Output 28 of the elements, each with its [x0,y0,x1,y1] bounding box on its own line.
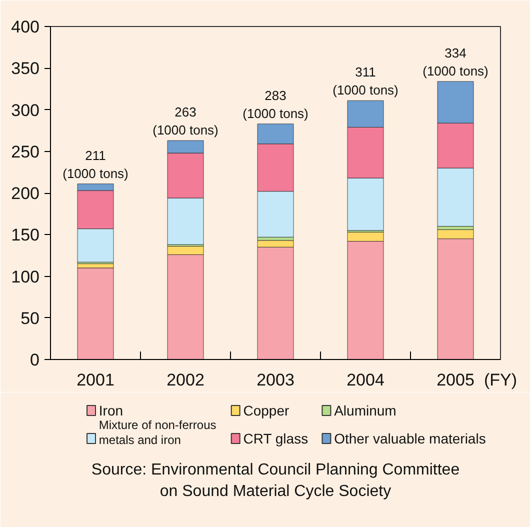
y-tick-label: 150 [11,226,40,245]
total-label: 283 (1000 tons) [242,88,308,121]
y-tick-label: 350 [11,59,40,78]
y-tick-label: 200 [11,184,40,203]
legend-label: Aluminum [334,402,396,418]
x-tick-label: 2003 [256,370,294,390]
total-label: 311 (1000 tons) [332,64,398,98]
y-tick-label: 0 [30,350,40,370]
total-label: 211 (1000 tons) [62,148,128,181]
y-tick-label: 100 [11,267,40,286]
y-tick-label: 50 [20,308,40,328]
source-note: Source: Environmental Council Planning Committee on Sound Material Cycle Society [91,462,460,500]
legend-label: Other valuable materials [334,430,486,446]
x-tick-label: 2005 [436,370,474,390]
x-tick-label: 2002 [166,370,204,390]
x-tick-label: 2004 [346,370,384,390]
y-tick-label: 300 [11,100,40,120]
y-tick-label: 400 [11,18,40,36]
x-tick-label: 2001 [76,370,114,390]
legend-label: Mixture of non-ferrous metals and iron [98,418,216,448]
legend-label: CRT glass [243,430,308,446]
legend-label: Copper [243,402,290,418]
x-axis-title: (FY) [484,370,518,390]
legend-label: Iron [98,402,124,418]
y-tick-label: 250 [11,142,40,162]
total-label: 334 (1000 tons) [422,45,488,78]
bar [77,268,114,360]
total-label: 263 (1000 tons) [152,104,218,138]
